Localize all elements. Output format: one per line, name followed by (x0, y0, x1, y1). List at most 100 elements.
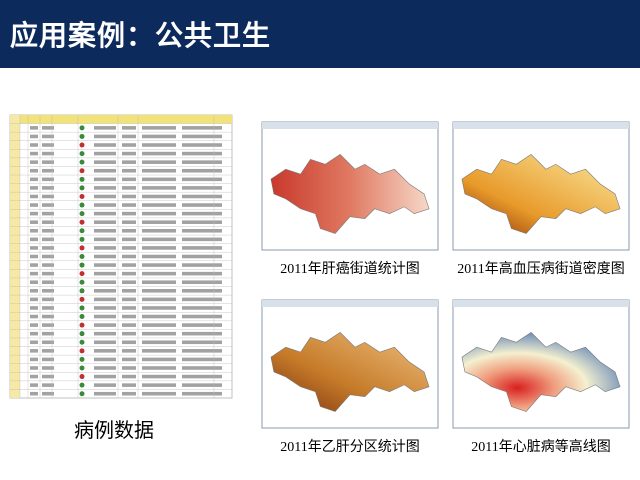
sheet-cell-text (142, 263, 176, 267)
sheet-cell-text (142, 254, 176, 259)
sheet-cell-text (94, 323, 116, 327)
sheet-cell-text (94, 134, 116, 139)
sheet-cell-text (142, 340, 176, 345)
sheet-cell-text (182, 254, 222, 259)
sheet-cell-text (142, 297, 176, 302)
sheet-cell-text (94, 168, 116, 173)
sheet-icon (79, 254, 85, 259)
map-window (452, 121, 630, 251)
sheet-cell-text (94, 374, 116, 379)
sheet-cell-text (182, 374, 222, 379)
sheet-icon (79, 262, 85, 268)
sheet-cell-text (122, 228, 136, 233)
sheet-icon (79, 125, 85, 131)
sheet-cell-text (94, 366, 116, 370)
sheet-icon (79, 151, 85, 157)
sheet-icon (79, 279, 85, 285)
sheet-cell-text (122, 203, 136, 207)
window-titlebar (262, 122, 438, 129)
sheet-cell-text (142, 177, 176, 182)
sheet-cell-text (182, 306, 222, 310)
sheet-icon (79, 305, 85, 311)
sheet-cell-text (42, 349, 54, 353)
sheet-icon (79, 168, 85, 174)
sheet-icon (79, 374, 85, 380)
sheet-icon (79, 133, 85, 139)
window-titlebar (453, 300, 629, 307)
sheet-icon (79, 391, 85, 397)
sheet-icon (79, 296, 85, 302)
sheet-icon (79, 159, 85, 165)
sheet-cell-text (30, 391, 38, 396)
sheet-cell-text (142, 237, 176, 242)
sheet-cell-text (30, 177, 38, 182)
sheet-cell-text (94, 349, 116, 353)
sheet-cell-text (122, 383, 136, 387)
sheet-cell-text (94, 391, 116, 396)
sheet-cell-text (94, 383, 116, 387)
sheet-cell-text (142, 289, 176, 293)
sheet-cell-text (122, 168, 136, 173)
sheet-cell-text (182, 160, 222, 164)
sheet-icon (79, 245, 85, 251)
sheet-icon (79, 236, 85, 242)
sheet-cell-text (42, 143, 54, 147)
sheet-cell-text (182, 271, 222, 276)
sheet-cell-text (122, 314, 136, 319)
sheet-cell-text (122, 306, 136, 310)
sheet-icon (79, 365, 85, 371)
sheet-cell-text (182, 203, 222, 207)
sheet-cell-text (122, 374, 136, 379)
sheet-cell-text (122, 143, 136, 147)
sheet-cell-text (182, 349, 222, 353)
sheet-cell-text (122, 194, 136, 199)
sheet-cell-text (142, 306, 176, 310)
sheet-cell-text (182, 297, 222, 302)
sheet-cell-text (122, 357, 136, 362)
sheet-cell-text (122, 297, 136, 302)
sheet-cell-text (30, 134, 38, 139)
sheet-cell-text (42, 357, 54, 362)
sheet-cell-text (94, 271, 116, 276)
window-titlebar (453, 122, 629, 129)
sheet-cell-text (182, 314, 222, 319)
sheet-cell-text (122, 263, 136, 267)
sheet-cell-text (42, 160, 54, 164)
sheet-cell-text (30, 263, 38, 267)
sheet-cell-text (94, 314, 116, 319)
sheet-cell-text (142, 186, 176, 190)
sheet-cell-text (30, 297, 38, 302)
sheet-cell-text (30, 271, 38, 276)
sheet-icon (79, 202, 85, 208)
sheet-cell-text (122, 186, 136, 190)
sheet-cell-text (142, 220, 176, 224)
sheet-cell-text (182, 331, 222, 336)
sheet-cell-text (122, 151, 136, 156)
sheet-cell-text (30, 383, 38, 387)
sheet-cell-text (42, 280, 54, 285)
sheet-cell-text (94, 289, 116, 293)
sheet-cell-text (30, 331, 38, 336)
sheet-cell-text (94, 237, 116, 242)
sheet-cell-text (42, 237, 54, 242)
sheet-cell-text (122, 280, 136, 285)
sheet-cell-text (122, 391, 136, 396)
sheet-cell-text (30, 194, 38, 199)
sheet-cell-text (30, 160, 38, 164)
sheet-cell-text (94, 203, 116, 207)
sheet-cell-text (94, 297, 116, 302)
sheet-cell-text (42, 203, 54, 207)
sheet-cell-text (42, 289, 54, 293)
sheet-cell-text (30, 220, 38, 224)
sheet-cell-text (182, 323, 222, 327)
sheet-cell-text (30, 349, 38, 353)
sheet-cell-text (42, 186, 54, 190)
header-bar: 应用案例：公共卫生 (0, 0, 640, 68)
sheet-cell-text (122, 271, 136, 276)
sheet-cell-text (182, 366, 222, 370)
sheet-cell-text (122, 331, 136, 336)
sheet-cell-text (94, 306, 116, 310)
sheet-icon (79, 176, 85, 182)
sheet-cell-text (182, 340, 222, 345)
